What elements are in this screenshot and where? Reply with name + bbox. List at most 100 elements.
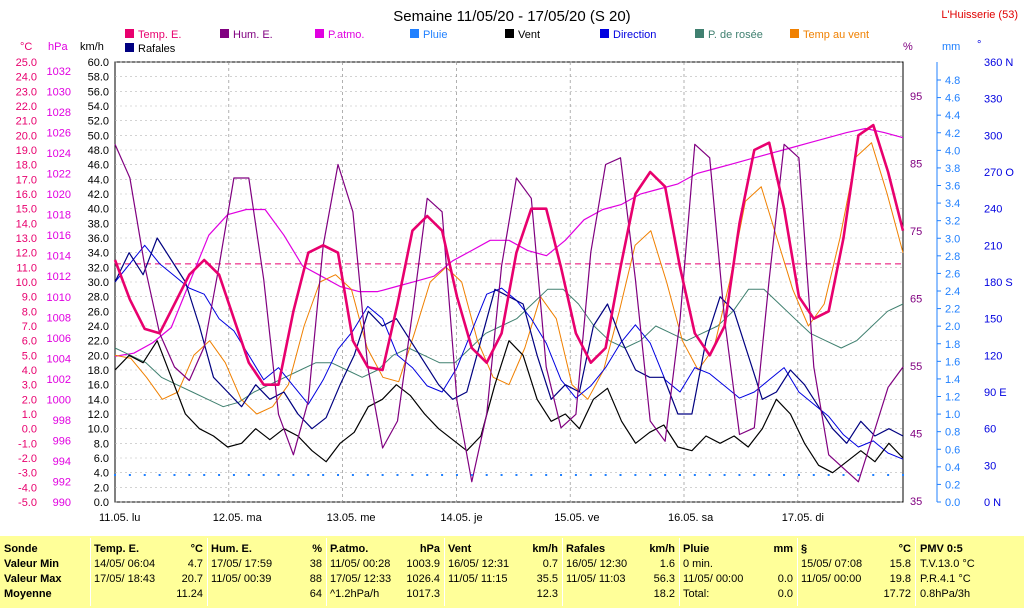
label-max: Valeur Max: [4, 573, 62, 585]
temp-tick: 5.0: [22, 350, 37, 362]
rain-point: [277, 474, 280, 476]
humidity-tick: 95: [910, 91, 922, 103]
stats-column-1: Temp. E. °C 14/05/ 06:04 4.7 17/05/ 18:43 20.…: [90, 536, 207, 608]
humidity-tick: 65: [910, 294, 922, 306]
temp-tick: 8.0: [22, 306, 37, 318]
wind-tick: 32.0: [88, 262, 109, 274]
rain-point: [515, 474, 518, 476]
stat-min-v: 1003.9: [406, 558, 440, 570]
rain-point: [114, 474, 116, 476]
pmv-line-3: 0.8hPa/3h: [920, 588, 971, 600]
wind-tick: 24.0: [88, 321, 109, 333]
pressure-tick: 1012: [47, 271, 71, 283]
temp-tick: 16.0: [16, 189, 37, 201]
rain-tick: 4.6: [945, 93, 960, 105]
label-moyenne: Moyenne: [4, 588, 52, 600]
rain-point: [455, 474, 458, 476]
stat-min-v: 15.8: [889, 558, 911, 570]
stat-moy-t: ^1.2hPa/h: [330, 588, 380, 600]
wind-tick: 16.0: [88, 380, 109, 392]
stat-min-v: 4.7: [187, 558, 203, 570]
stat-moy-v: 1017.3: [406, 588, 440, 600]
humidity-axis-unit: %: [903, 41, 913, 53]
wind-tick: 36.0: [88, 233, 109, 245]
rain-point: [857, 474, 860, 476]
rain-point: [753, 474, 756, 476]
stats-separator: [90, 538, 91, 606]
rain-tick: 2.6: [945, 268, 960, 280]
pmv-title: PMV 0:5: [920, 543, 963, 555]
legend-swatch: [600, 29, 609, 38]
stat-max-t: 11/05/ 00:00: [801, 573, 862, 585]
stats-column-2: Hum. E.% 17/05/ 17:59 38 11/05/ 00:39 88 64: [207, 536, 326, 608]
stats-column-7: § °C 15/05/ 07:08 15.8 11/05/ 00:00 19.8 17.72: [797, 536, 915, 608]
stats-column-6: Pluie mm 0 min. 11/05/ 00:00 0.0 Total: 0.0: [679, 536, 797, 608]
rain-point: [797, 474, 800, 476]
rain-point: [560, 474, 563, 476]
legend-swatch: [220, 29, 229, 38]
x-tick-label: 17.05. di: [782, 512, 824, 524]
stat-name: Hum. E.: [211, 543, 252, 555]
x-tick-label: 13.05. me: [327, 512, 376, 524]
wind-tick: 0.0: [94, 497, 109, 509]
wind-tick: 56.0: [88, 86, 109, 98]
wind-tick: 12.0: [88, 409, 109, 421]
stat-max-v: 20.7: [181, 573, 203, 585]
pressure-tick: 1004: [47, 353, 71, 365]
wind-tick: 8.0: [94, 438, 109, 450]
rain-point: [351, 474, 354, 476]
rain-point: [604, 474, 607, 476]
pressure-tick: 1020: [47, 189, 71, 201]
wind-tick: 40.0: [88, 204, 109, 216]
stat-max-v: 88: [309, 573, 322, 585]
wind-tick: 42.0: [88, 189, 109, 201]
stat-min-t: 17/05/ 17:59: [211, 558, 273, 570]
stat-unit: hPa: [419, 543, 440, 555]
temp-tick: 24.0: [16, 72, 37, 84]
direction-tick: 300: [984, 130, 1002, 142]
wind-tick: 58.0: [88, 72, 109, 84]
series-line-temp-e: [113, 123, 905, 386]
stat-min-t: 0 min.: [683, 558, 713, 570]
label-sonde: Sonde: [4, 543, 38, 555]
rain-point: [664, 474, 667, 476]
rain-point: [634, 474, 637, 476]
rain-tick: 3.4: [945, 198, 960, 210]
stats-column-3: P.atmo. hPa 11/05/ 00:28 1003.9 17/05/ 12:33…: [326, 536, 444, 608]
temp-tick: 10.0: [16, 277, 37, 289]
rain-tick: 1.4: [945, 374, 960, 386]
pressure-tick: 1014: [47, 251, 71, 263]
pressure-tick: 1002: [47, 374, 71, 386]
stats-label-column: Sonde Valeur Min Valeur Max Moyenne: [0, 536, 90, 608]
rain-point: [723, 474, 726, 476]
legend-swatch: [695, 29, 704, 38]
rain-tick: 0.4: [945, 462, 960, 474]
temp-tick: 25.0: [16, 57, 37, 69]
x-tick-label: 15.05. ve: [554, 512, 599, 524]
stat-min-t: 14/05/ 06:04: [94, 558, 156, 570]
pressure-axis-unit: hPa: [48, 41, 68, 53]
rain-tick: 1.2: [945, 392, 960, 404]
x-tick-label: 14.05. je: [440, 512, 482, 524]
stat-moy-v: 11.24: [176, 588, 203, 600]
rain-tick: 0.6: [945, 444, 960, 456]
stat-min-v: 38: [309, 558, 322, 570]
stat-min-v: 1.6: [659, 558, 675, 570]
direction-tick: 120: [984, 350, 1002, 362]
temp-tick: 22.0: [16, 101, 37, 113]
stat-name: Vent: [448, 543, 472, 555]
rain-point: [158, 474, 161, 476]
wind-axis-unit: km/h: [80, 41, 104, 53]
pressure-tick: 1030: [47, 87, 71, 99]
rain-point: [366, 474, 369, 476]
stats-column-4: Vent km/h 16/05/ 12:31 0.7 11/05/ 11:15 35.5 1…: [444, 536, 562, 608]
rain-point: [574, 474, 577, 476]
wind-tick: 46.0: [88, 160, 109, 172]
rain-point: [470, 474, 473, 476]
legend-swatch: [790, 29, 799, 38]
stat-unit: km/h: [532, 543, 558, 555]
rain-point: [322, 474, 325, 476]
stat-moy-t: Total:: [683, 588, 710, 600]
legend-label: Rafales: [138, 43, 176, 55]
rain-tick: 0.0: [945, 497, 960, 509]
